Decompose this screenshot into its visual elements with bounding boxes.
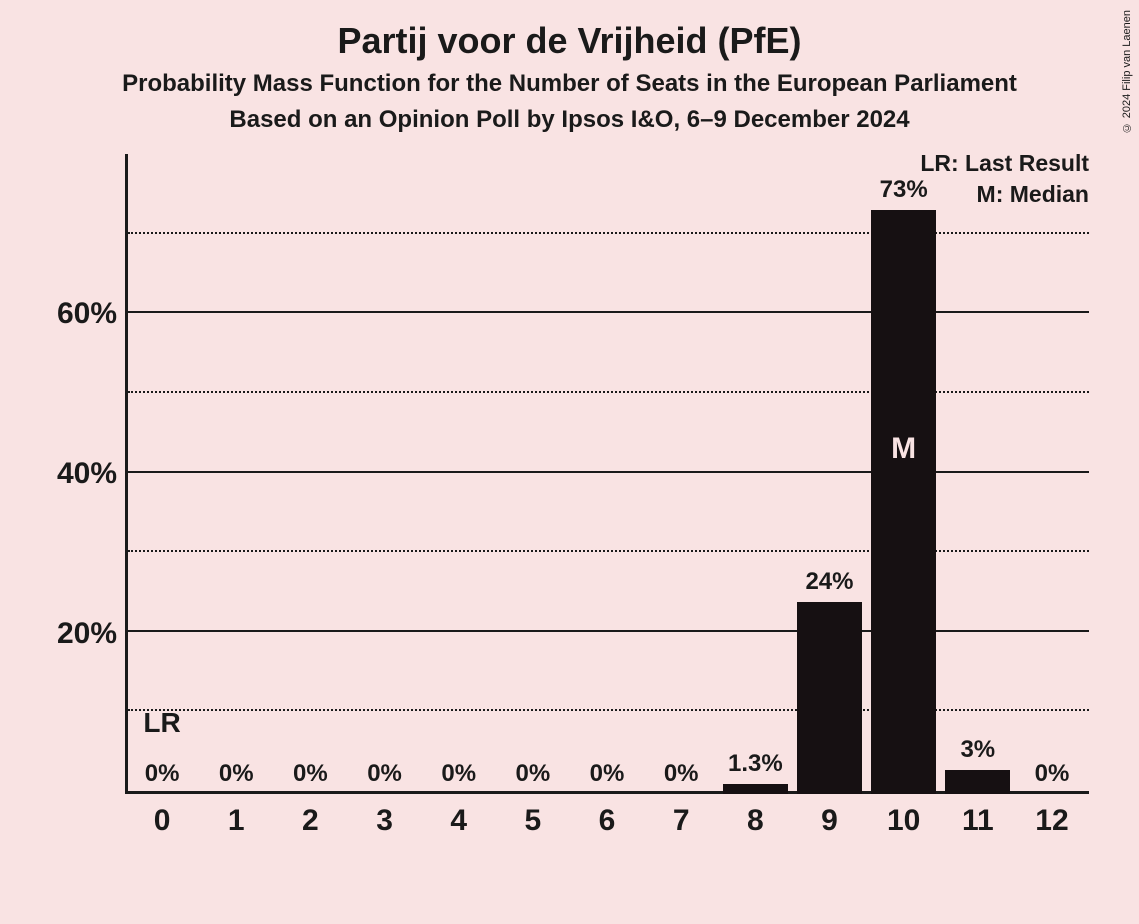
x-tick-label: 3 bbox=[347, 794, 421, 834]
x-axis: 0123456789101112 bbox=[125, 794, 1089, 834]
bar-slot: 1.3% bbox=[718, 154, 792, 794]
bar: 73%M bbox=[871, 210, 936, 794]
bar-slot: 0% bbox=[422, 154, 496, 794]
bar-slot: 0% bbox=[496, 154, 570, 794]
bar-value-label: 24% bbox=[805, 568, 853, 596]
bar-slot: 24% bbox=[792, 154, 866, 794]
x-tick-label: 10 bbox=[867, 794, 941, 834]
bar-slot: 0% bbox=[1015, 154, 1089, 794]
bar-value-label: 0% bbox=[664, 760, 699, 788]
x-tick-label: 0 bbox=[125, 794, 199, 834]
median-label: M bbox=[891, 432, 916, 466]
bar-slot: 0% bbox=[199, 154, 273, 794]
bar-value-label: 0% bbox=[145, 760, 180, 788]
plot-area: LR: Last Result M: Median 20%40%60% LR0%… bbox=[125, 154, 1089, 834]
chart-subtitle-2: Based on an Opinion Poll by Ipsos I&O, 6… bbox=[30, 106, 1109, 134]
x-tick-label: 8 bbox=[718, 794, 792, 834]
copyright-text: © 2024 Filip van Laenen bbox=[1121, 10, 1133, 133]
y-tick-label: 60% bbox=[57, 297, 117, 331]
bar-value-label: 0% bbox=[367, 760, 402, 788]
y-tick-label: 20% bbox=[57, 617, 117, 651]
bars-area: LR0%0%0%0%0%0%0%0%1.3%24%73%M3%0% bbox=[125, 154, 1089, 794]
bar-slot: 0% bbox=[273, 154, 347, 794]
bar-value-label: 0% bbox=[293, 760, 328, 788]
last-result-label: LR bbox=[143, 707, 180, 739]
y-tick-label: 40% bbox=[57, 457, 117, 491]
bar-value-label: 0% bbox=[590, 760, 625, 788]
bar-slot: 0% bbox=[644, 154, 718, 794]
bar-value-label: 73% bbox=[880, 176, 928, 204]
bar-slot: 0% bbox=[570, 154, 644, 794]
bar-slot: 3% bbox=[941, 154, 1015, 794]
bar: 1.3% bbox=[723, 784, 788, 794]
bar-value-label: 0% bbox=[219, 760, 254, 788]
bar-value-label: 0% bbox=[1035, 760, 1070, 788]
x-tick-label: 12 bbox=[1015, 794, 1089, 834]
chart-title: Partij voor de Vrijheid (PfE) bbox=[30, 20, 1109, 62]
bar-slot: 73% M bbox=[867, 154, 941, 794]
x-tick-label: 2 bbox=[273, 794, 347, 834]
x-tick-label: 7 bbox=[644, 794, 718, 834]
bar: 24% bbox=[797, 602, 862, 794]
x-tick-label: 4 bbox=[422, 794, 496, 834]
x-tick-label: 5 bbox=[496, 794, 570, 834]
x-tick-label: 9 bbox=[792, 794, 866, 834]
bar-value-label: 3% bbox=[960, 736, 995, 764]
bar-slot: 0% bbox=[347, 154, 421, 794]
chart-subtitle-1: Probability Mass Function for the Number… bbox=[30, 70, 1109, 98]
bar-value-label: 1.3% bbox=[728, 750, 783, 778]
x-tick-label: 6 bbox=[570, 794, 644, 834]
x-tick-label: 1 bbox=[199, 794, 273, 834]
bar-value-label: 0% bbox=[441, 760, 476, 788]
y-axis: 20% 40% 60% bbox=[30, 154, 125, 794]
x-tick-label: 11 bbox=[941, 794, 1015, 834]
bar-slot: LR 0% bbox=[125, 154, 199, 794]
bar: 3% bbox=[945, 770, 1010, 794]
bar-value-label: 0% bbox=[516, 760, 551, 788]
